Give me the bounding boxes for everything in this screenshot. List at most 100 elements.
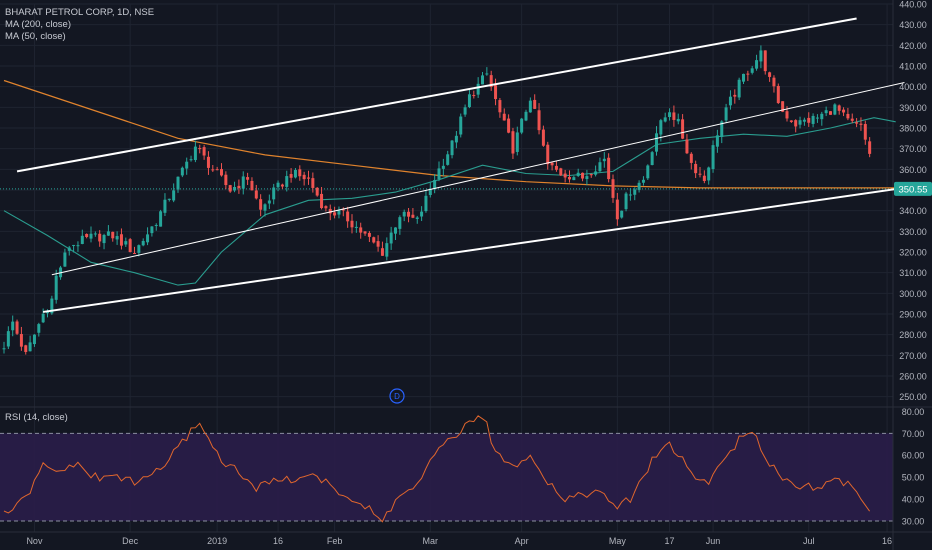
candle (602, 151, 606, 168)
candle-body (802, 119, 806, 122)
candle-body (206, 156, 210, 168)
candle-body (380, 248, 384, 256)
candle-body (829, 111, 832, 115)
candle (581, 172, 585, 182)
grid (0, 3, 893, 532)
price-tick-label: 380.00 (899, 124, 927, 134)
candle (637, 180, 641, 193)
candle (415, 215, 419, 224)
candle (76, 241, 80, 252)
candle-body (759, 50, 763, 62)
rsi-tick-label: 30.00 (902, 517, 925, 527)
candle-body (302, 174, 306, 180)
candle-body (724, 107, 728, 121)
price-axis[interactable]: 440.00 430.00 420.00 410.00 400.00 390.00 380.… (899, 0, 927, 402)
candle (185, 157, 189, 175)
candle-body (815, 117, 819, 119)
candle-body (202, 147, 206, 156)
price-tick-label: 340.00 (899, 206, 927, 216)
candle-body (106, 231, 110, 236)
candle (167, 198, 171, 202)
candle-body (489, 75, 493, 87)
candle-body (511, 131, 515, 154)
channel-lower-line[interactable] (43, 184, 918, 313)
price-tick-label: 400.00 (899, 82, 927, 92)
price-tick-label: 420.00 (899, 41, 927, 51)
candle-body (681, 119, 685, 139)
price-tick-label: 360.00 (899, 165, 927, 175)
price-tick-label: 410.00 (899, 62, 927, 72)
candle (176, 176, 180, 193)
candle-body (67, 247, 71, 251)
candle-body (781, 101, 785, 112)
candle-body (859, 123, 863, 125)
channel-upper-line[interactable] (16, 17, 857, 173)
candle-body (672, 112, 676, 120)
candle-body (289, 174, 293, 178)
price-tick-label: 330.00 (899, 227, 927, 237)
candle (755, 54, 759, 71)
candle (133, 246, 136, 255)
candle-body (24, 345, 28, 352)
candle (624, 191, 628, 212)
candle (315, 186, 319, 197)
candle-body (228, 185, 232, 192)
time-tick-label: Dec (122, 536, 139, 546)
candle-body (433, 179, 437, 190)
candle (298, 165, 302, 181)
candle (594, 165, 598, 177)
candle (572, 175, 576, 181)
rsi-legend[interactable]: RSI (14, close) (5, 412, 68, 423)
ma200-legend[interactable]: MA (200, close) (5, 19, 71, 30)
price-tick-label: 250.00 (899, 392, 927, 402)
candle-body (620, 210, 624, 218)
channel-mid-line[interactable] (51, 82, 905, 276)
candle-body (141, 240, 145, 246)
candle-body (611, 179, 615, 198)
candle-body (572, 177, 576, 181)
candle (102, 233, 106, 250)
channel-lines[interactable] (16, 17, 918, 313)
candle-body (420, 211, 424, 217)
time-axis[interactable]: Nov Dec 2019 16 Feb Mar Apr May 17 Jun Jul 16 (26, 536, 892, 546)
candle (337, 206, 341, 219)
candle (211, 164, 215, 172)
dividend-marker[interactable]: D (389, 388, 405, 404)
ma50-legend[interactable]: MA (50, close) (5, 31, 66, 42)
candle (507, 114, 511, 134)
candle-body (359, 227, 363, 233)
candle-body (115, 236, 119, 240)
candle-body (50, 298, 54, 314)
candle-body (376, 241, 380, 247)
rsi-axis[interactable]: 80.00 70.00 60.00 50.00 40.00 30.00 (902, 407, 925, 527)
candle-body (798, 120, 802, 125)
candle-body (415, 217, 419, 219)
chart-title: BHARAT PETROL CORP, 1D, NSE (5, 7, 154, 18)
candle-body (750, 68, 754, 73)
candle (98, 230, 102, 247)
candle-body (220, 169, 223, 176)
candle-body (467, 94, 471, 108)
candle (798, 116, 802, 129)
candle (737, 77, 741, 101)
candle (376, 235, 380, 252)
candle-body (133, 253, 136, 255)
candle (554, 160, 558, 172)
candle (537, 103, 541, 135)
candle-body (528, 100, 532, 113)
candle-body (685, 139, 689, 154)
candle-body (546, 144, 550, 165)
candle-body (494, 85, 498, 100)
candle-body (655, 133, 658, 152)
candle-body (372, 237, 376, 243)
candle (163, 193, 167, 217)
candle-body (833, 104, 837, 115)
candle (346, 206, 350, 228)
price-tick-label: 260.00 (899, 372, 927, 382)
candle-body (450, 140, 454, 156)
candle-body (637, 182, 641, 190)
candle-body (102, 234, 106, 244)
candle-body (772, 77, 776, 87)
candle-body (533, 99, 537, 109)
